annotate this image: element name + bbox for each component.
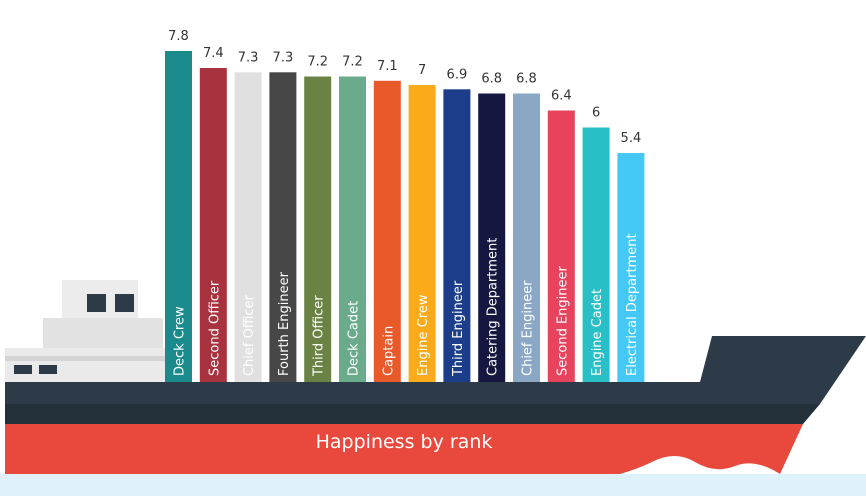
category-label-10: Chief Engineer (521, 280, 536, 376)
bar-12 (582, 127, 610, 382)
water (0, 474, 866, 496)
bar-6 (373, 80, 401, 383)
category-label-9: Catering Department (486, 238, 501, 376)
value-label-8: 6.9 (447, 67, 468, 82)
value-label-9: 6.8 (481, 72, 502, 87)
bar-1 (199, 68, 227, 382)
cabin-window (39, 365, 57, 374)
value-label-11: 6.4 (551, 89, 572, 104)
cabin-window (87, 294, 106, 312)
value-label-3: 7.3 (273, 50, 294, 65)
bar-7 (408, 85, 436, 382)
value-label-1: 7.4 (203, 46, 224, 61)
category-label-3: Fourth Engineer (277, 271, 292, 376)
category-label-2: Chief Officer (242, 294, 257, 376)
category-label-6: Captain (381, 326, 396, 376)
cabin-window (115, 294, 134, 312)
ship-cabin (5, 280, 170, 382)
cabin-window (14, 365, 32, 374)
category-label-13: Electrical Department (625, 233, 640, 376)
category-label-1: Second Officer (207, 280, 222, 376)
value-label-12: 6 (592, 106, 600, 121)
bar-2 (234, 72, 262, 383)
value-label-2: 7.3 (238, 50, 259, 65)
bar-11 (547, 110, 575, 382)
bar-10 (513, 93, 540, 382)
value-label-7: 7 (418, 63, 426, 78)
category-label-7: Engine Crew (416, 294, 431, 376)
category-label-11: Second Engineer (555, 265, 570, 376)
bar-13 (617, 153, 645, 382)
value-label-5: 7.2 (342, 55, 363, 70)
value-label-10: 6.8 (516, 72, 537, 87)
category-label-8: Third Engineer (451, 280, 466, 377)
chart-title: Happiness by rank (316, 431, 493, 453)
bar-5 (339, 76, 366, 382)
ship-hull: Happiness by rank (5, 336, 866, 474)
value-label-6: 7.1 (377, 59, 398, 74)
value-label-13: 5.4 (621, 131, 642, 146)
value-label-0: 7.8 (168, 29, 189, 44)
bar-0 (165, 51, 192, 382)
category-label-12: Engine Cadet (590, 289, 605, 376)
category-label-4: Third Officer (312, 295, 327, 377)
bars-group: 7.8 Deck Crew 7.4 Second Officer 7.3 Chief Of… (165, 29, 645, 383)
category-label-5: Deck Cadet (347, 301, 362, 376)
category-label-0: Deck Crew (173, 306, 188, 376)
bar-8 (443, 89, 471, 383)
value-label-4: 7.2 (307, 55, 328, 70)
bar-3 (269, 72, 297, 383)
bar-9 (478, 93, 506, 382)
bar-4 (304, 76, 332, 382)
